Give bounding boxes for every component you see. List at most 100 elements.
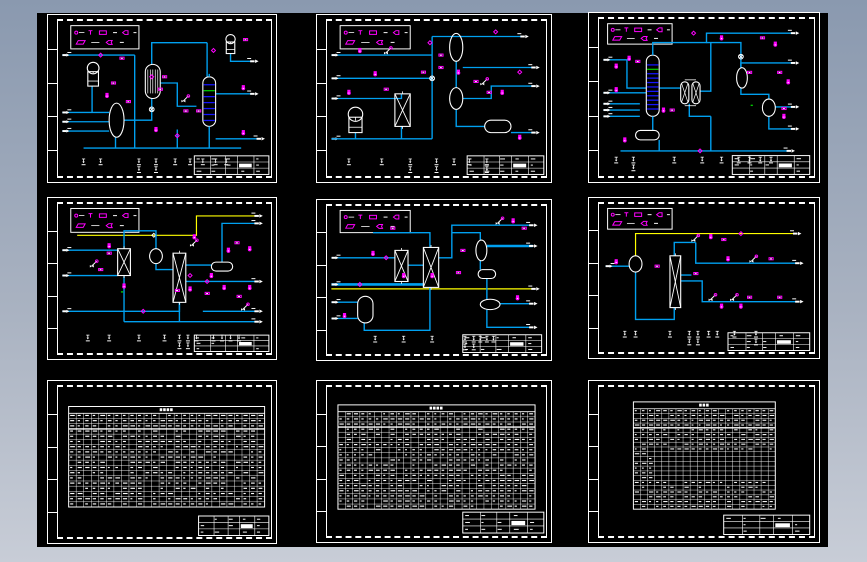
instrument-pump-symbol[interactable] (773, 41, 778, 47)
heat-exchanger[interactable] (680, 79, 701, 107)
packed-column[interactable] (669, 253, 682, 311)
instrument-pump-symbol[interactable] (373, 71, 378, 77)
instrument-tag[interactable] (119, 56, 125, 60)
instrument-pump-symbol[interactable] (456, 69, 461, 75)
horizontal-vessel[interactable] (479, 298, 501, 311)
sheet-5-process-flow-diagram[interactable] (316, 199, 552, 361)
process-pipe[interactable] (151, 42, 208, 65)
instrument-pump-symbol[interactable] (188, 286, 192, 292)
packed-column[interactable] (172, 250, 187, 305)
instrument-pump-symbol[interactable] (342, 312, 347, 319)
process-pipe[interactable] (155, 263, 174, 271)
horizontal-drum[interactable] (484, 119, 512, 134)
process-pipe[interactable] (706, 41, 742, 68)
pump-cylinder[interactable] (86, 61, 100, 87)
process-pipe[interactable] (688, 103, 711, 118)
instrument-tag[interactable] (162, 75, 168, 79)
sheet-2-process-flow-diagram[interactable] (316, 14, 552, 183)
instrument-tag[interactable] (768, 257, 774, 261)
instrument-pump-symbol[interactable] (614, 87, 619, 93)
instrument-tag[interactable] (521, 226, 527, 230)
instrument-tag[interactable] (125, 100, 131, 104)
process-pipe[interactable] (740, 62, 795, 68)
vertical-vessel[interactable] (449, 32, 464, 62)
line-diamond-symbol[interactable] (357, 281, 363, 288)
sheet-6-process-flow-diagram[interactable] (588, 197, 820, 359)
packed-column[interactable] (422, 245, 440, 290)
packed-column[interactable] (117, 246, 131, 278)
horizontal-drum[interactable] (477, 269, 497, 280)
instrument-pump-symbol[interactable] (209, 272, 214, 279)
line-diamond-symbol[interactable] (97, 52, 104, 58)
process-pipe[interactable] (634, 272, 675, 321)
process-pipe[interactable] (438, 224, 533, 259)
process-pipe[interactable] (62, 302, 181, 312)
instrument-tag[interactable] (654, 264, 660, 268)
control-valve[interactable] (495, 216, 505, 225)
instrument-tag[interactable] (473, 79, 479, 84)
process-pipe[interactable] (160, 82, 197, 107)
instrument-tag[interactable] (486, 90, 492, 94)
control-valve[interactable] (189, 238, 199, 247)
instrument-pump-symbol[interactable] (726, 256, 730, 262)
instrument-tag[interactable] (242, 38, 249, 42)
instrument-tag[interactable] (196, 109, 202, 113)
instrument-tag[interactable] (383, 87, 389, 91)
process-pipe[interactable] (700, 42, 712, 92)
process-pipe[interactable] (331, 93, 403, 100)
line-diamond-symbol[interactable] (204, 278, 210, 285)
line-diamond-symbol[interactable] (149, 74, 155, 80)
process-pipe[interactable] (372, 231, 431, 248)
process-pipe[interactable] (768, 116, 795, 130)
process-pipe[interactable] (123, 230, 157, 249)
instrument-pump-symbol[interactable] (500, 89, 505, 95)
process-pipe[interactable] (229, 53, 254, 62)
instrument-tag[interactable] (781, 106, 787, 111)
process-pipe[interactable] (652, 32, 795, 56)
instrument-tag[interactable] (438, 65, 444, 70)
instrument-tag[interactable] (669, 108, 675, 112)
instrument-pump-symbol[interactable] (241, 85, 246, 91)
process-pipe[interactable] (451, 231, 481, 241)
signal-line[interactable] (634, 233, 797, 256)
instrument-tag[interactable] (204, 291, 210, 295)
vertical-tank[interactable] (357, 295, 374, 324)
instrument-pump-symbol[interactable] (661, 107, 666, 113)
instrument-tag[interactable] (110, 81, 117, 85)
process-pipe[interactable] (603, 59, 647, 89)
instrument-tag[interactable] (693, 272, 699, 276)
instrument-pump-symbol[interactable] (719, 303, 724, 309)
vertical-vessel[interactable] (449, 87, 464, 110)
process-pipe[interactable] (740, 88, 770, 100)
instrument-pump-symbol[interactable] (222, 284, 227, 291)
instrument-pump-symbol[interactable] (347, 89, 351, 95)
packed-column[interactable] (394, 247, 409, 284)
instrument-tag[interactable] (420, 70, 427, 74)
instrument-pump-symbol[interactable] (371, 250, 375, 256)
process-pipe[interactable] (462, 85, 536, 100)
tray-column[interactable] (202, 73, 217, 130)
sheet-4-process-flow-diagram[interactable] (47, 197, 277, 360)
control-valve[interactable] (241, 302, 250, 311)
instrument-pump-symbol[interactable] (627, 55, 631, 61)
instrument-pump-symbol[interactable] (241, 130, 246, 136)
line-diamond-symbol[interactable] (697, 148, 703, 154)
process-pipe[interactable] (680, 280, 799, 303)
mixer-valve[interactable] (738, 53, 744, 60)
instrument-tag[interactable] (747, 295, 753, 299)
small-cylinder[interactable] (225, 33, 236, 55)
line-diamond-symbol[interactable] (738, 230, 744, 237)
control-valve[interactable] (749, 254, 759, 263)
process-pipe[interactable] (354, 132, 433, 140)
process-pipe[interactable] (221, 222, 259, 263)
vertical-vessel[interactable] (149, 248, 163, 265)
line-diamond-symbol[interactable] (427, 40, 433, 46)
instrument-pump-symbol[interactable] (622, 137, 627, 143)
sheet-8-stream-data-table[interactable] (316, 380, 552, 543)
instrument-pump-symbol[interactable] (430, 273, 435, 279)
process-pipe[interactable] (124, 98, 153, 121)
instrument-pump-symbol[interactable] (515, 295, 520, 301)
line-diamond-symbol[interactable] (187, 272, 193, 279)
line-diamond-symbol[interactable] (151, 232, 157, 238)
instrument-pump-symbol[interactable] (192, 234, 197, 240)
